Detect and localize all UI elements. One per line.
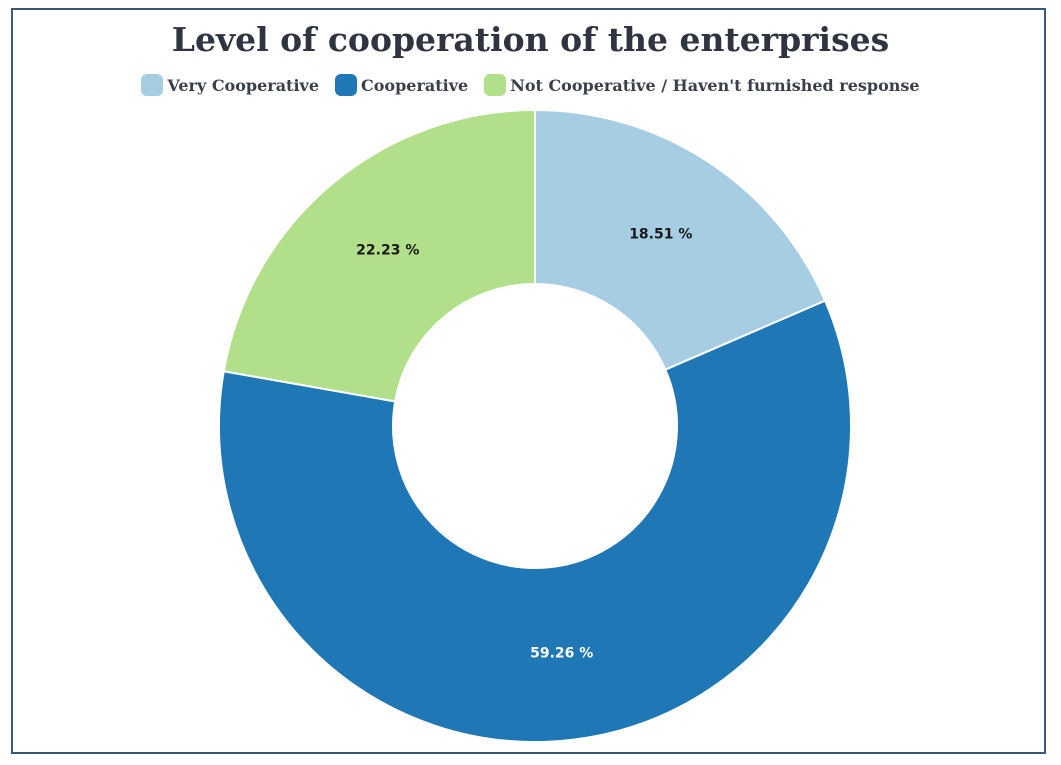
- donut-slice-not-cooperative-haven-t-furnished-response[interactable]: [222, 108, 536, 403]
- donut-slice-cooperative[interactable]: [218, 299, 852, 743]
- chart-legend: Very Cooperative Cooperative Not Coopera…: [0, 74, 1061, 96]
- donut-slice-very-cooperative[interactable]: [534, 108, 827, 372]
- legend-label: Very Cooperative: [167, 75, 319, 95]
- legend-label: Not Cooperative / Haven't furnished resp…: [510, 75, 920, 95]
- legend-swatch: [484, 74, 507, 96]
- legend-swatch: [335, 74, 357, 96]
- legend-label: Cooperative: [361, 75, 469, 95]
- legend-item-cooperative[interactable]: Cooperative: [335, 74, 468, 96]
- chart-title: Level of cooperation of the enterprises: [171, 20, 890, 59]
- legend-swatch: [141, 74, 164, 96]
- slice-label-not-cooperative-haven-t-furnished-response: 22.23 %: [356, 243, 419, 259]
- legend-item-not-cooperative[interactable]: Not Cooperative / Haven't furnished resp…: [484, 74, 920, 96]
- slice-label-very-cooperative: 18.51 %: [629, 227, 692, 243]
- slice-label-cooperative: 59.26 %: [530, 645, 593, 661]
- legend-item-very-cooperative[interactable]: Very Cooperative: [141, 74, 319, 96]
